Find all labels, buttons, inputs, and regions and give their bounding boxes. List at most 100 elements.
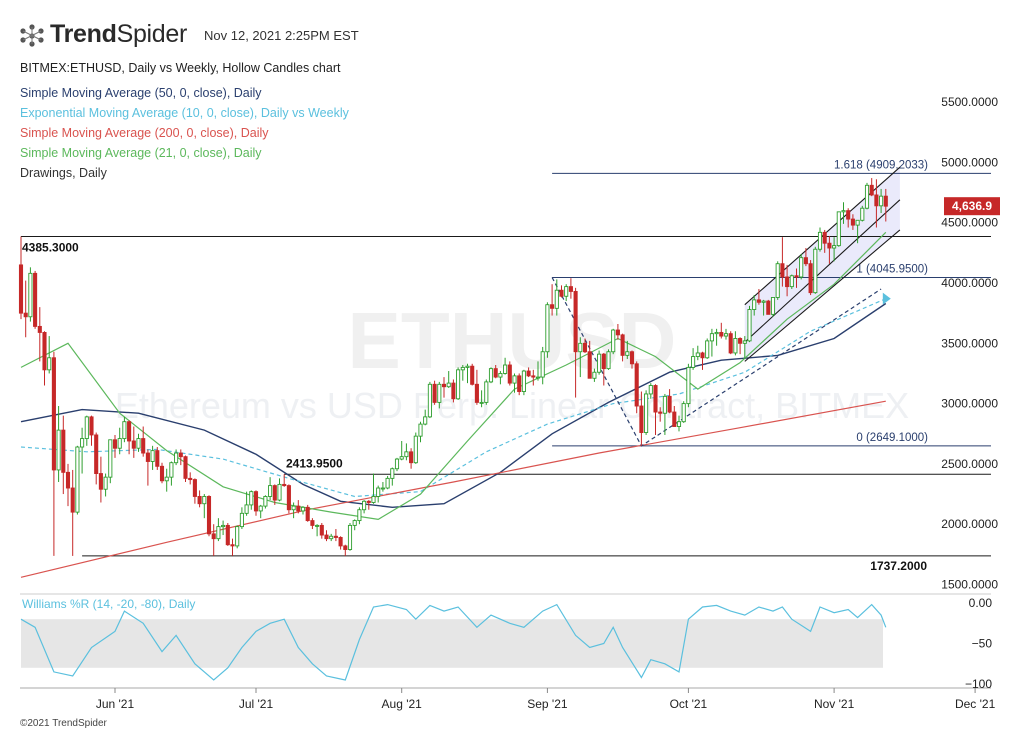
candle-body: [705, 340, 710, 359]
channel-line: [744, 229, 901, 362]
candle-body: [620, 334, 625, 356]
legend-item[interactable]: Drawings, Daily: [20, 166, 107, 180]
candle-body: [390, 468, 395, 479]
candle-body: [573, 290, 578, 353]
candle-body: [319, 524, 324, 536]
candle-body: [61, 429, 66, 473]
candle-body: [653, 385, 658, 413]
candle-body: [141, 438, 146, 454]
candle-body: [258, 505, 263, 512]
candle-body: [131, 440, 136, 449]
price-tick-label: 3000.0000: [941, 397, 998, 411]
candle-body: [752, 299, 757, 310]
candle-body: [564, 286, 569, 297]
candles: [18, 178, 888, 556]
price-tick-label: 3500.0000: [941, 336, 998, 350]
candle-body: [526, 370, 531, 377]
candle-body: [446, 382, 451, 388]
date-tick-label: Aug '21: [382, 697, 423, 711]
last-price-label: 4,636.9: [952, 199, 992, 213]
candle-body: [794, 275, 799, 278]
candle-body: [42, 331, 47, 371]
candle-body: [239, 512, 244, 528]
williams-tick-label: 0.00: [969, 596, 993, 610]
candle-body: [808, 263, 813, 294]
candle-body: [112, 439, 118, 449]
candle-body: [329, 535, 334, 540]
candle-body: [879, 195, 884, 207]
candle-body: [136, 438, 141, 449]
candle-body: [606, 351, 611, 370]
candle-body: [615, 329, 620, 336]
candle-body: [385, 477, 390, 489]
candle-body: [517, 375, 522, 392]
candle-body: [418, 423, 423, 437]
candle-body: [117, 438, 122, 449]
channel-line: [744, 166, 901, 306]
candle-body: [296, 505, 301, 512]
candle-body: [700, 352, 705, 359]
candle-body: [460, 366, 465, 371]
candle-body: [286, 485, 291, 511]
candle-body: [855, 219, 860, 226]
fib-level-label: 1 (4045.9500): [856, 263, 928, 275]
trendspider-logo-icon: [20, 24, 44, 47]
candle-body: [28, 272, 33, 318]
candle-body: [503, 364, 508, 374]
candle-body: [822, 231, 827, 244]
candle-body: [347, 524, 353, 550]
projection-arrow: [882, 292, 891, 305]
candle-body: [89, 416, 94, 436]
legend-item[interactable]: Simple Moving Average (200, 0, close), D…: [20, 126, 269, 140]
candle-body: [253, 491, 259, 512]
candle-body: [667, 395, 672, 413]
candle-body: [672, 411, 677, 427]
moving-average-sma200: [20, 400, 886, 578]
candle-body: [738, 338, 743, 344]
candle-body: [742, 340, 747, 344]
symbol-description: BITMEX:ETHUSD, Daily vs Weekly, Hollow C…: [20, 61, 341, 75]
candle-body: [366, 500, 371, 503]
moving-average-sma50: [20, 302, 887, 509]
candle-body: [540, 351, 545, 378]
candle-body: [686, 366, 691, 405]
candle-body: [18, 264, 24, 314]
legend-item[interactable]: Exponential Moving Average (10, 0, close…: [20, 106, 349, 120]
candle-body: [404, 451, 409, 458]
price-tick-label: 5000.0000: [941, 155, 998, 169]
price-tick-label: 4000.0000: [941, 276, 998, 290]
candle-body: [268, 485, 273, 497]
candle-body: [183, 456, 188, 479]
chart-timestamp: Nov 12, 2021 2:25PM EST: [204, 28, 359, 43]
candle-body: [94, 434, 99, 474]
legend-item[interactable]: Simple Moving Average (50, 0, close), Da…: [20, 86, 262, 100]
candle-body: [305, 506, 310, 522]
watermark-symbol: ETHUSD: [348, 296, 677, 385]
candle-body: [691, 356, 696, 368]
candle-body: [545, 304, 550, 353]
candle-body: [864, 184, 870, 209]
candle-body: [409, 451, 414, 464]
candle-body: [714, 331, 719, 335]
date-tick-label: Oct '21: [670, 697, 708, 711]
candle-body: [155, 450, 160, 467]
candle-body: [423, 416, 428, 425]
candle-body: [216, 526, 221, 540]
legend-item[interactable]: Simple Moving Average (21, 0, close), Da…: [20, 146, 262, 160]
candle-body: [521, 370, 526, 392]
candle-body: [493, 368, 498, 378]
candle-body: [164, 476, 169, 482]
candle-body: [474, 383, 479, 403]
candle-body: [648, 385, 653, 395]
candle-body: [371, 496, 376, 503]
candle-body: [376, 487, 381, 497]
candle-body: [437, 383, 442, 403]
candle-body: [300, 506, 306, 512]
candle-body: [761, 300, 766, 303]
candle-body: [432, 383, 437, 403]
candle-body: [413, 435, 418, 464]
candle-body: [756, 299, 761, 303]
candle-body: [479, 401, 484, 404]
candle-body: [869, 184, 874, 196]
